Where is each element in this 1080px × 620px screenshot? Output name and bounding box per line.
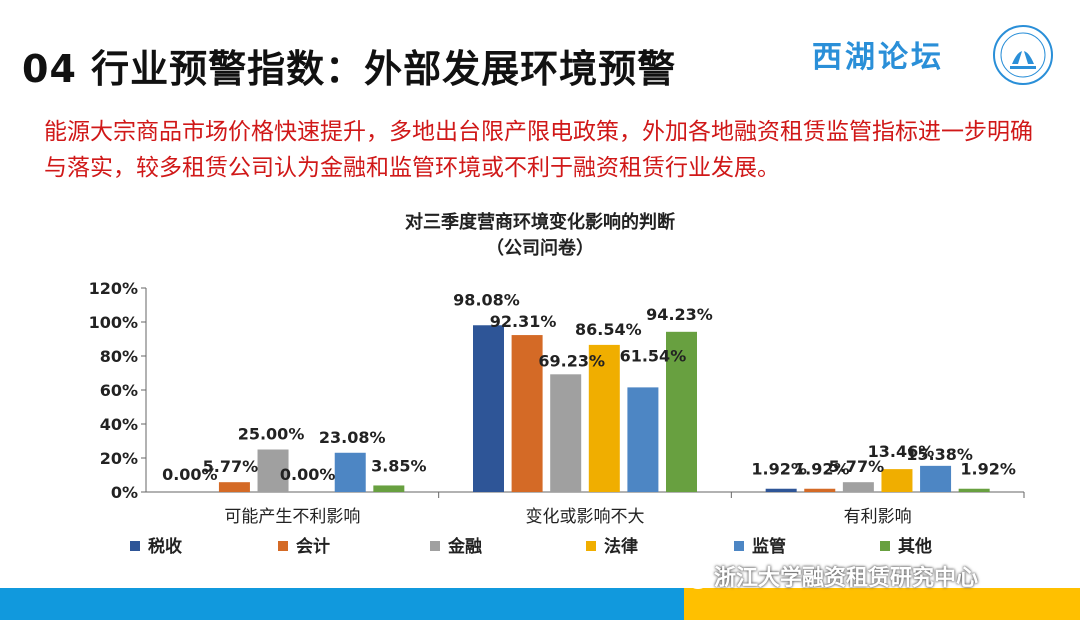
legend-label: 其他	[898, 536, 932, 557]
legend-label: 监管	[752, 536, 786, 557]
bar-其他	[373, 485, 405, 492]
bar-其他	[666, 331, 697, 492]
bar-法律	[881, 469, 913, 492]
data-label: 1.92%	[751, 460, 807, 479]
bar-监管	[334, 452, 366, 492]
data-label: 5.77%	[829, 457, 885, 476]
intro-paragraph: 能源大宗商品市场价格快速提升，多地出台限产限电政策，外加各地融资租赁监管指标进一…	[44, 119, 1033, 181]
bar-监管	[627, 387, 659, 492]
data-label: 1.92%	[794, 460, 850, 479]
data-label: 0.00%	[162, 465, 218, 484]
y-tick-label: 60%	[100, 381, 138, 400]
legend-label: 法律	[604, 536, 638, 557]
y-tick-label: 40%	[100, 415, 138, 434]
footer-stripe-yellow	[684, 588, 1080, 620]
seal-logo-icon	[993, 25, 1053, 85]
data-label: 0.00%	[280, 465, 336, 484]
bar-法律	[588, 344, 620, 492]
data-label: 92.31%	[490, 312, 557, 331]
y-tick-label: 120%	[89, 279, 138, 298]
bar-会计	[218, 482, 250, 492]
data-label: 15.38%	[906, 445, 973, 464]
footer-stripe-blue	[0, 588, 684, 620]
data-label: 25.00%	[238, 425, 305, 444]
legend-swatch-其他	[880, 541, 890, 551]
data-label: 1.92%	[960, 460, 1016, 479]
legend-swatch-税收	[130, 541, 140, 551]
legend-swatch-金融	[430, 541, 440, 551]
data-label: 3.85%	[371, 456, 427, 475]
legend-label: 金融	[447, 536, 482, 557]
slide-title: 04 行业预警指数：外部发展环境预警	[22, 47, 677, 91]
data-label: 61.54%	[620, 346, 687, 365]
y-tick-label: 0%	[111, 483, 138, 502]
data-label: 13.46%	[868, 442, 935, 461]
bar-税收	[765, 488, 797, 492]
legend-label: 会计	[296, 536, 330, 557]
y-tick-label: 100%	[89, 313, 138, 332]
legend-swatch-监管	[734, 541, 744, 551]
legend-label: 税收	[148, 536, 182, 557]
x-category-label: 可能产生不利影响	[224, 507, 360, 527]
y-tick-label: 80%	[100, 347, 138, 366]
legend-swatch-法律	[586, 541, 596, 551]
bar-金融	[550, 374, 582, 492]
chart-title: 对三季度营商环境变化影响的判断	[405, 211, 675, 233]
bar-税收	[473, 325, 504, 492]
bar-监管	[920, 465, 952, 492]
bar-金融	[257, 449, 289, 492]
bar-会计	[804, 488, 836, 492]
legend-swatch-会计	[278, 541, 288, 551]
watermark-text: 浙江大学融资租赁研究中心	[714, 566, 979, 591]
bar-会计	[511, 335, 543, 492]
data-label: 23.08%	[319, 428, 386, 447]
data-label: 86.54%	[575, 320, 642, 339]
data-label: 5.77%	[203, 457, 259, 476]
bar-金融	[842, 482, 874, 492]
chart-subtitle: （公司问卷）	[486, 237, 594, 259]
x-category-label: 有利影响	[844, 507, 912, 527]
data-label: 69.23%	[538, 351, 605, 370]
watermark: 浙江大学融资租赁研究中心	[676, 560, 978, 592]
data-label: 98.08%	[453, 290, 520, 309]
data-label: 94.23%	[646, 305, 713, 324]
x-category-label: 变化或影响不大	[526, 507, 645, 527]
bar-其他	[958, 488, 990, 492]
y-tick-label: 20%	[100, 449, 138, 468]
brand-logo-text: 西湖论坛	[812, 40, 944, 75]
wechat-icon	[677, 568, 708, 589]
